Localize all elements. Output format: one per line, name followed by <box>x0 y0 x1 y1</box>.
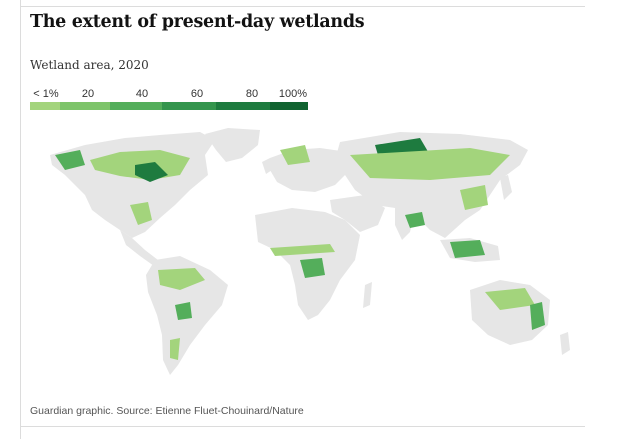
frame-top-rule <box>20 6 585 7</box>
japan-landmass <box>500 175 512 200</box>
legend-label-80: 80 <box>245 88 259 100</box>
madagascar-landmass <box>363 282 372 308</box>
legend-label-20: 20 <box>81 88 95 100</box>
wetland-layer <box>55 138 545 360</box>
legend-label-60: 60 <box>190 88 204 100</box>
source-credit: Guardian graphic. Source: Etienne Fluet-… <box>30 405 304 417</box>
wetland-us-southeast <box>130 202 152 225</box>
wetland-sahel-band <box>270 244 335 256</box>
wetland-australia-north <box>485 288 535 310</box>
wetland-ganges-delta <box>405 212 425 228</box>
color-legend: < 1% 20 40 60 80 100% <box>30 88 320 114</box>
legend-swatch-3 <box>110 102 162 110</box>
frame-bottom-rule <box>20 426 585 427</box>
greenland-landmass <box>205 128 260 162</box>
world-wetland-map <box>50 128 570 375</box>
frame-left-rule <box>20 0 21 439</box>
legend-swatch-4 <box>162 102 216 110</box>
legend-label-40: 40 <box>135 88 149 100</box>
wetland-amazon <box>158 268 205 290</box>
middle-east-landmass <box>330 195 385 232</box>
wetland-pantanal <box>175 302 192 320</box>
legend-swatch-1 <box>30 102 60 110</box>
chart-title: The extent of present-day wetlands <box>30 12 365 32</box>
legend-label-min: < 1% <box>33 88 59 100</box>
wetland-congo-basin <box>300 258 325 278</box>
wetland-southeast-asia <box>450 240 485 258</box>
wetland-patagonia <box>170 338 180 360</box>
wetland-hudson-bay-lowlands <box>135 162 168 182</box>
legend-swatch-5 <box>216 102 270 110</box>
wetland-siberia-wide <box>350 148 510 180</box>
central-america-landmass <box>120 230 158 266</box>
wetland-east-china <box>460 185 488 210</box>
north-america-landmass <box>50 132 215 238</box>
legend-swatch-6 <box>270 102 308 110</box>
legend-label-max: 100% <box>278 88 308 100</box>
new-zealand-landmass <box>560 332 570 355</box>
legend-swatch-2 <box>60 102 110 110</box>
wetland-australia-east <box>530 302 545 330</box>
wetland-alaska <box>55 150 85 170</box>
uk-landmass <box>262 158 272 174</box>
chart-subtitle: Wetland area, 2020 <box>30 58 149 72</box>
wetland-scandinavia <box>280 145 310 165</box>
